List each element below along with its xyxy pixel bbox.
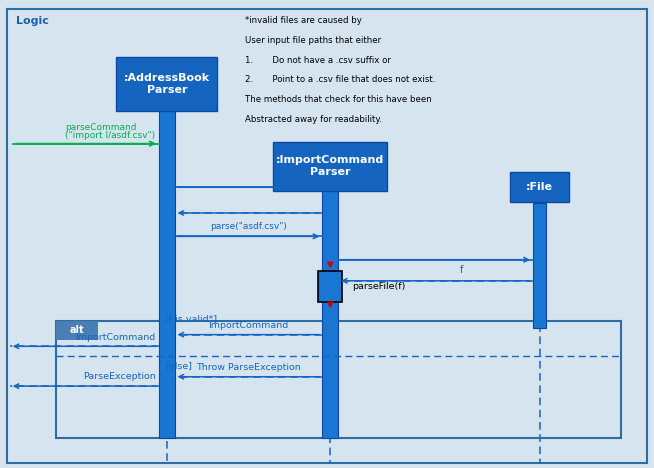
Text: ImportCommand: ImportCommand <box>75 333 156 342</box>
Bar <box>273 141 388 190</box>
Text: [else]: [else] <box>165 361 192 370</box>
Text: Logic: Logic <box>16 16 49 26</box>
Text: parse("asdf.csv"): parse("asdf.csv") <box>210 222 287 231</box>
Bar <box>56 321 98 340</box>
Text: The methods that check for this have been: The methods that check for this have bee… <box>245 95 432 104</box>
Text: 1.       Do not have a .csv suffix or: 1. Do not have a .csv suffix or <box>245 56 391 65</box>
Text: Abstracted away for readability.: Abstracted away for readability. <box>245 115 382 124</box>
Text: :ImportCommand
Parser: :ImportCommand Parser <box>276 155 385 177</box>
Text: Throw ParseException: Throw ParseException <box>196 363 301 372</box>
Bar <box>159 111 175 438</box>
Bar <box>510 172 569 202</box>
Bar <box>533 203 546 328</box>
Text: :File: :File <box>526 182 553 192</box>
Text: parseFile(f): parseFile(f) <box>353 282 406 291</box>
Bar <box>116 58 217 111</box>
Bar <box>322 190 338 438</box>
Bar <box>318 271 342 302</box>
Text: ("import I/asdf.csv"): ("import I/asdf.csv") <box>65 131 156 140</box>
Text: alt: alt <box>69 325 84 336</box>
Text: 2.       Point to a .csv file that does not exist.: 2. Point to a .csv file that does not ex… <box>245 75 436 84</box>
Text: *invalid files are caused by: *invalid files are caused by <box>245 16 362 25</box>
Text: parseCommand: parseCommand <box>65 123 137 132</box>
Text: [f is valid*]: [f is valid*] <box>165 314 218 323</box>
Text: f: f <box>459 265 463 275</box>
Text: User input file paths that either: User input file paths that either <box>245 36 381 45</box>
Text: ParseException: ParseException <box>83 373 156 381</box>
Text: ImportCommand: ImportCommand <box>209 321 288 330</box>
Text: :AddressBook
Parser: :AddressBook Parser <box>124 73 210 95</box>
Bar <box>56 321 621 438</box>
